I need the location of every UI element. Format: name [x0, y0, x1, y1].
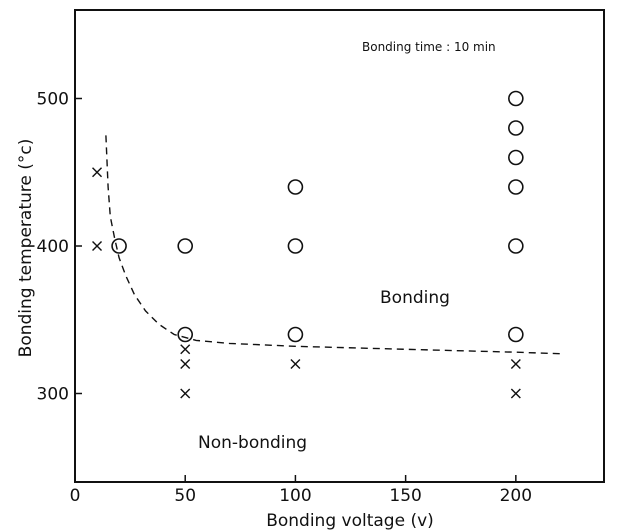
- bonding-point: [287, 238, 304, 254]
- x-tick-label: 50: [174, 486, 196, 506]
- bonding-time-note: Bonding time : 10 min: [362, 40, 496, 54]
- nonbonding-point: [510, 388, 521, 399]
- nonbonding-point: [180, 388, 191, 399]
- plot-frame: [74, 9, 605, 483]
- bonding-point: [508, 326, 524, 343]
- bonding-point: [508, 179, 524, 195]
- x-tick-label: 100: [279, 486, 311, 506]
- points-layer: [92, 90, 524, 399]
- x-tick-label: 0: [70, 486, 81, 506]
- bonding-point: [177, 238, 194, 254]
- nonbonding-point: [92, 241, 103, 251]
- bonding-point: [111, 238, 127, 254]
- x-tick-label: 200: [500, 486, 532, 506]
- boundary-curve-layer: [105, 135, 560, 355]
- x-axis-title: Bonding voltage (v): [266, 511, 434, 531]
- axes: [74, 9, 605, 483]
- nonbonding-region-label: Non-bonding: [198, 433, 307, 453]
- bonding-point: [508, 238, 524, 254]
- bonding-point: [508, 90, 524, 107]
- nonbonding-point: [290, 359, 301, 369]
- bonding-point: [508, 149, 524, 166]
- y-tick-label: 400: [37, 237, 69, 257]
- bonding-point: [177, 326, 194, 343]
- y-tick-label: 500: [37, 90, 69, 110]
- boundary-curve: [105, 135, 560, 355]
- y-tick-label: 300: [37, 385, 69, 405]
- ticks: 0 50 100 150 200 300 400 500: [37, 90, 533, 507]
- bonding-point: [287, 179, 304, 195]
- bonding-point: [287, 326, 304, 343]
- nonbonding-point: [180, 359, 191, 369]
- nonbonding-point: [92, 167, 103, 178]
- bonding-region-label: Bonding: [380, 288, 450, 308]
- nonbonding-point: [510, 359, 521, 369]
- bonding-point: [508, 120, 524, 136]
- x-tick-label: 150: [389, 486, 421, 506]
- nonbonding-point: [180, 344, 191, 355]
- y-axis-title: Bonding temperature (°c): [16, 139, 36, 358]
